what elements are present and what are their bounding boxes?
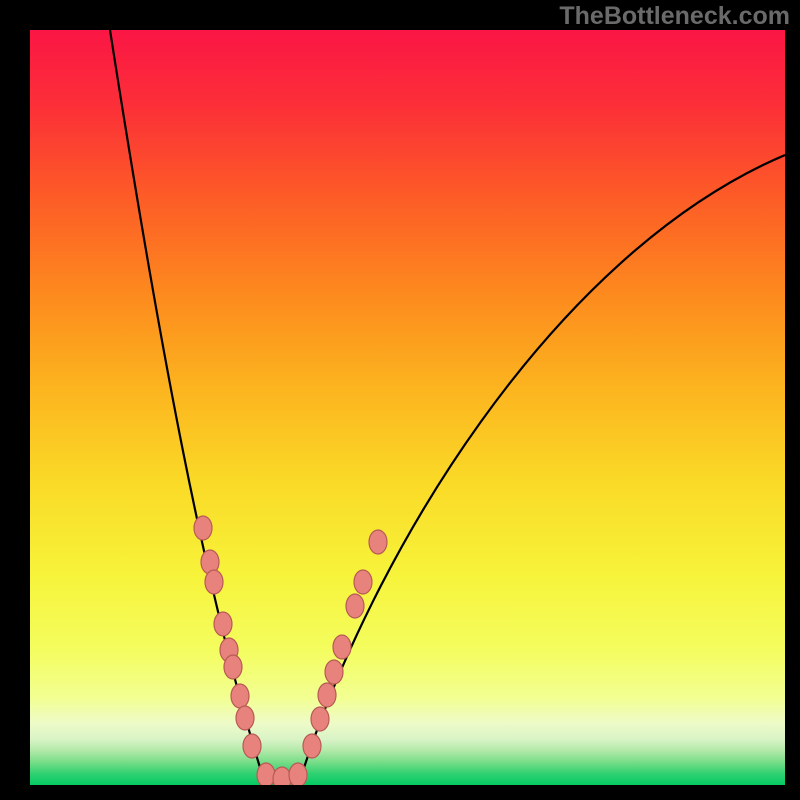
data-marker: [224, 655, 242, 679]
data-marker: [325, 660, 343, 684]
data-marker: [214, 612, 232, 636]
data-marker: [243, 734, 261, 758]
data-marker: [346, 594, 364, 618]
data-marker: [273, 767, 291, 785]
watermark-text: TheBottleneck.com: [559, 2, 790, 31]
data-marker: [311, 707, 329, 731]
bottleneck-chart: [30, 30, 785, 785]
data-marker: [257, 763, 275, 785]
data-marker: [289, 763, 307, 785]
heatmap-background: [30, 30, 785, 785]
data-marker: [333, 635, 351, 659]
plot-area: [30, 30, 785, 785]
data-marker: [354, 570, 372, 594]
data-marker: [236, 706, 254, 730]
data-marker: [369, 530, 387, 554]
data-marker: [318, 683, 336, 707]
data-marker: [194, 516, 212, 540]
data-marker: [231, 684, 249, 708]
data-marker: [205, 570, 223, 594]
data-marker: [303, 734, 321, 758]
